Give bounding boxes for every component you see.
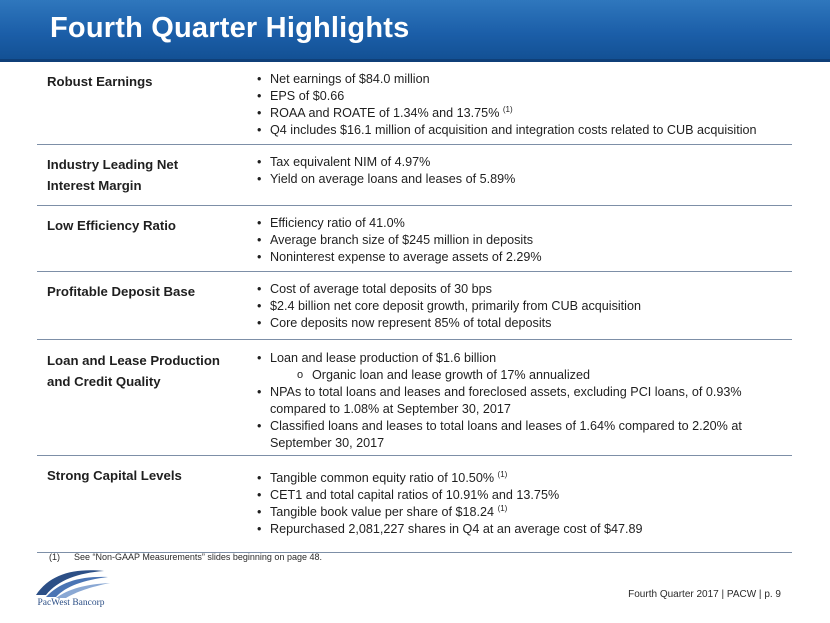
bullet-item: CET1 and total capital ratios of 10.91% …	[255, 487, 792, 504]
bullet-item: ROAA and ROATE of 1.34% and 13.75% (1)	[255, 105, 792, 122]
bullet-item: Noninterest expense to average assets of…	[255, 249, 792, 266]
page-footer: Fourth Quarter 2017 | PACW | p. 9	[628, 589, 781, 600]
bullet-item: Core deposits now represent 85% of total…	[255, 315, 792, 332]
bullet-item: Yield on average loans and leases of 5.8…	[255, 171, 792, 188]
logo-text: PacWest Bancorp	[37, 598, 105, 608]
row-bullets: Loan and lease production of $1.6 billio…	[252, 350, 792, 455]
row-bullets: Tangible common equity ratio of 10.50% (…	[252, 465, 792, 552]
bullet-item: Repurchased 2,081,227 shares in Q4 at an…	[255, 521, 792, 538]
row-bullets: Tax equivalent NIM of 4.97% Yield on ave…	[252, 154, 792, 205]
row-bullets: Cost of average total deposits of 30 bps…	[252, 281, 792, 339]
bullet-item: Tangible book value per share of $18.24 …	[255, 504, 792, 521]
row-label: Profitable Deposit Base	[47, 284, 196, 299]
row-efficiency-ratio: Low Efficiency Ratio Efficiency ratio of…	[37, 206, 792, 272]
row-bullets: Net earnings of $84.0 million EPS of $0.…	[252, 71, 792, 144]
footnote-ref: (1)	[497, 469, 508, 479]
footnote: (1) See “Non-GAAP Measurements” slides be…	[49, 552, 322, 562]
row-label: Robust Earnings	[47, 74, 153, 89]
sub-bullet-item: Organic loan and lease growth of 17% ann…	[255, 367, 792, 384]
bullet-item: Net earnings of $84.0 million	[255, 71, 792, 88]
bullet-item: Q4 includes $16.1 million of acquisition…	[255, 122, 792, 139]
bullet-item: Efficiency ratio of 41.0%	[255, 215, 792, 232]
bullet-item: Classified loans and leases to total loa…	[255, 418, 792, 452]
row-deposit-base: Profitable Deposit Base Cost of average …	[37, 272, 792, 340]
company-logo: PacWest Bancorp	[16, 564, 126, 612]
row-label: Industry Leading Net Interest Margin	[47, 157, 179, 193]
bullet-item: Loan and lease production of $1.6 billio…	[255, 350, 792, 367]
row-loan-credit-quality: Loan and Lease Production and Credit Qua…	[37, 340, 792, 456]
bullet-item: Tax equivalent NIM of 4.97%	[255, 154, 792, 171]
row-capital-levels: Strong Capital Levels Tangible common eq…	[37, 456, 792, 553]
row-label: Low Efficiency Ratio	[47, 218, 176, 233]
bullet-item: $2.4 billion net core deposit growth, pr…	[255, 298, 792, 315]
row-robust-earnings: Robust Earnings Net earnings of $84.0 mi…	[37, 62, 792, 145]
footnote-ref: (1)	[497, 503, 508, 513]
bullet-item: Tangible common equity ratio of 10.50% (…	[255, 470, 792, 487]
footnote-ref: (1)	[502, 104, 513, 114]
title-bar: Fourth Quarter Highlights	[0, 0, 830, 62]
bullet-item: Cost of average total deposits of 30 bps	[255, 281, 792, 298]
bullet-item: NPAs to total loans and leases and forec…	[255, 384, 792, 418]
row-label: Loan and Lease Production and Credit Qua…	[47, 353, 220, 389]
row-net-interest-margin: Industry Leading Net Interest Margin Tax…	[37, 145, 792, 206]
slide-title: Fourth Quarter Highlights	[50, 12, 410, 44]
row-label: Strong Capital Levels	[47, 468, 182, 483]
highlights-table: Robust Earnings Net earnings of $84.0 mi…	[37, 62, 792, 553]
bullet-item: Average branch size of $245 million in d…	[255, 232, 792, 249]
wave-logo-icon	[36, 570, 110, 598]
bullet-item: EPS of $0.66	[255, 88, 792, 105]
row-bullets: Efficiency ratio of 41.0% Average branch…	[252, 215, 792, 271]
